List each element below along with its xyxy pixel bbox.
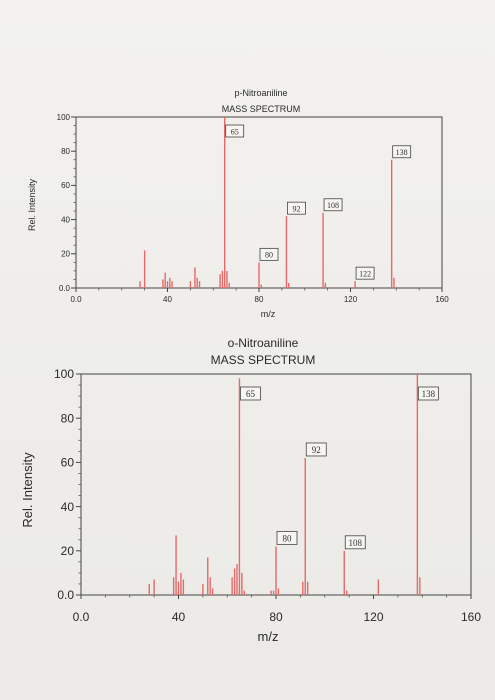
x-tick-label: 80	[269, 610, 283, 624]
peak-label-65: 65	[240, 386, 261, 401]
peak-label-138: 138	[417, 386, 439, 401]
chart1-xlabel: m/z	[261, 309, 276, 319]
peak-label-80: 80	[259, 247, 279, 261]
y-tick-label: 80	[61, 147, 70, 156]
x-tick-label: 120	[344, 295, 358, 304]
chart-o-nitroaniline: o-Nitroaniline MASS SPECTRUM 65 80 92 108 13…	[20, 336, 481, 644]
svg-text:92: 92	[292, 205, 300, 214]
chart1-peak-labels: 65 80 92 108 122 138	[225, 124, 412, 280]
y-tick-label: 0.0	[57, 588, 74, 602]
chart2-xlabel: m/z	[258, 629, 279, 644]
chart2-peaks	[148, 374, 421, 595]
chart1-peaks	[139, 117, 395, 288]
y-tick-label: 60	[61, 456, 75, 470]
peak-label-92: 92	[287, 201, 306, 215]
chart2-title: o-Nitroaniline	[228, 336, 299, 350]
x-tick-label: 40	[172, 610, 186, 624]
chart2-subtitle: MASS SPECTRUM	[211, 353, 316, 367]
svg-text:65: 65	[231, 127, 239, 136]
chart1-title: p-Nitroaniline	[234, 88, 287, 98]
x-tick-label: 160	[461, 610, 481, 624]
chart-p-nitroaniline: p-Nitroaniline MASS SPECTRUM 65 80 92 108 12…	[27, 88, 449, 319]
y-tick-label: 100	[57, 113, 71, 122]
svg-text:65: 65	[246, 389, 256, 399]
y-tick-label: 40	[61, 215, 70, 224]
svg-text:80: 80	[283, 534, 293, 544]
chart2-axis-ticks: 0.0 20 40 60 80 100 0.0 40 80 120 160	[54, 367, 481, 624]
svg-text:80: 80	[265, 251, 273, 260]
peak-label-65: 65	[225, 124, 245, 138]
x-tick-label: 120	[363, 610, 383, 624]
peak-label-108: 108	[344, 535, 366, 550]
peak-label-122: 122	[355, 266, 375, 280]
y-tick-label: 40	[61, 500, 75, 514]
peak-label-108: 108	[323, 198, 343, 212]
y-tick-label: 100	[54, 367, 74, 381]
peak-label-92: 92	[305, 442, 327, 457]
svg-text:138: 138	[422, 389, 436, 399]
chart2-ylabel: Rel. Intensity	[20, 452, 35, 528]
y-tick-label: 20	[61, 250, 70, 259]
chart1-axis-ticks: 0.0 20 40 60 80 100 0.0 40 80 120 160	[57, 113, 450, 304]
peak-label-80: 80	[276, 530, 298, 545]
y-tick-label: 20	[61, 544, 75, 558]
svg-text:138: 138	[396, 148, 408, 157]
y-tick-label: 0.0	[59, 284, 71, 293]
svg-text:92: 92	[312, 445, 321, 455]
svg-text:108: 108	[349, 538, 363, 548]
svg-text:108: 108	[327, 201, 339, 210]
y-tick-label: 80	[61, 411, 75, 425]
x-tick-label: 80	[255, 295, 264, 304]
svg-text:122: 122	[359, 270, 371, 279]
x-tick-label: 40	[163, 295, 172, 304]
x-tick-label: 0.0	[70, 295, 82, 304]
chart1-subtitle: MASS SPECTRUM	[222, 104, 301, 114]
chart2-peak-labels: 65 80 92 108 138	[240, 386, 439, 550]
peak-label-138: 138	[392, 145, 412, 159]
y-tick-label: 60	[61, 181, 70, 190]
x-tick-label: 0.0	[73, 610, 90, 624]
chart1-ylabel: Rel. Intensity	[27, 178, 37, 231]
x-tick-label: 160	[435, 295, 449, 304]
